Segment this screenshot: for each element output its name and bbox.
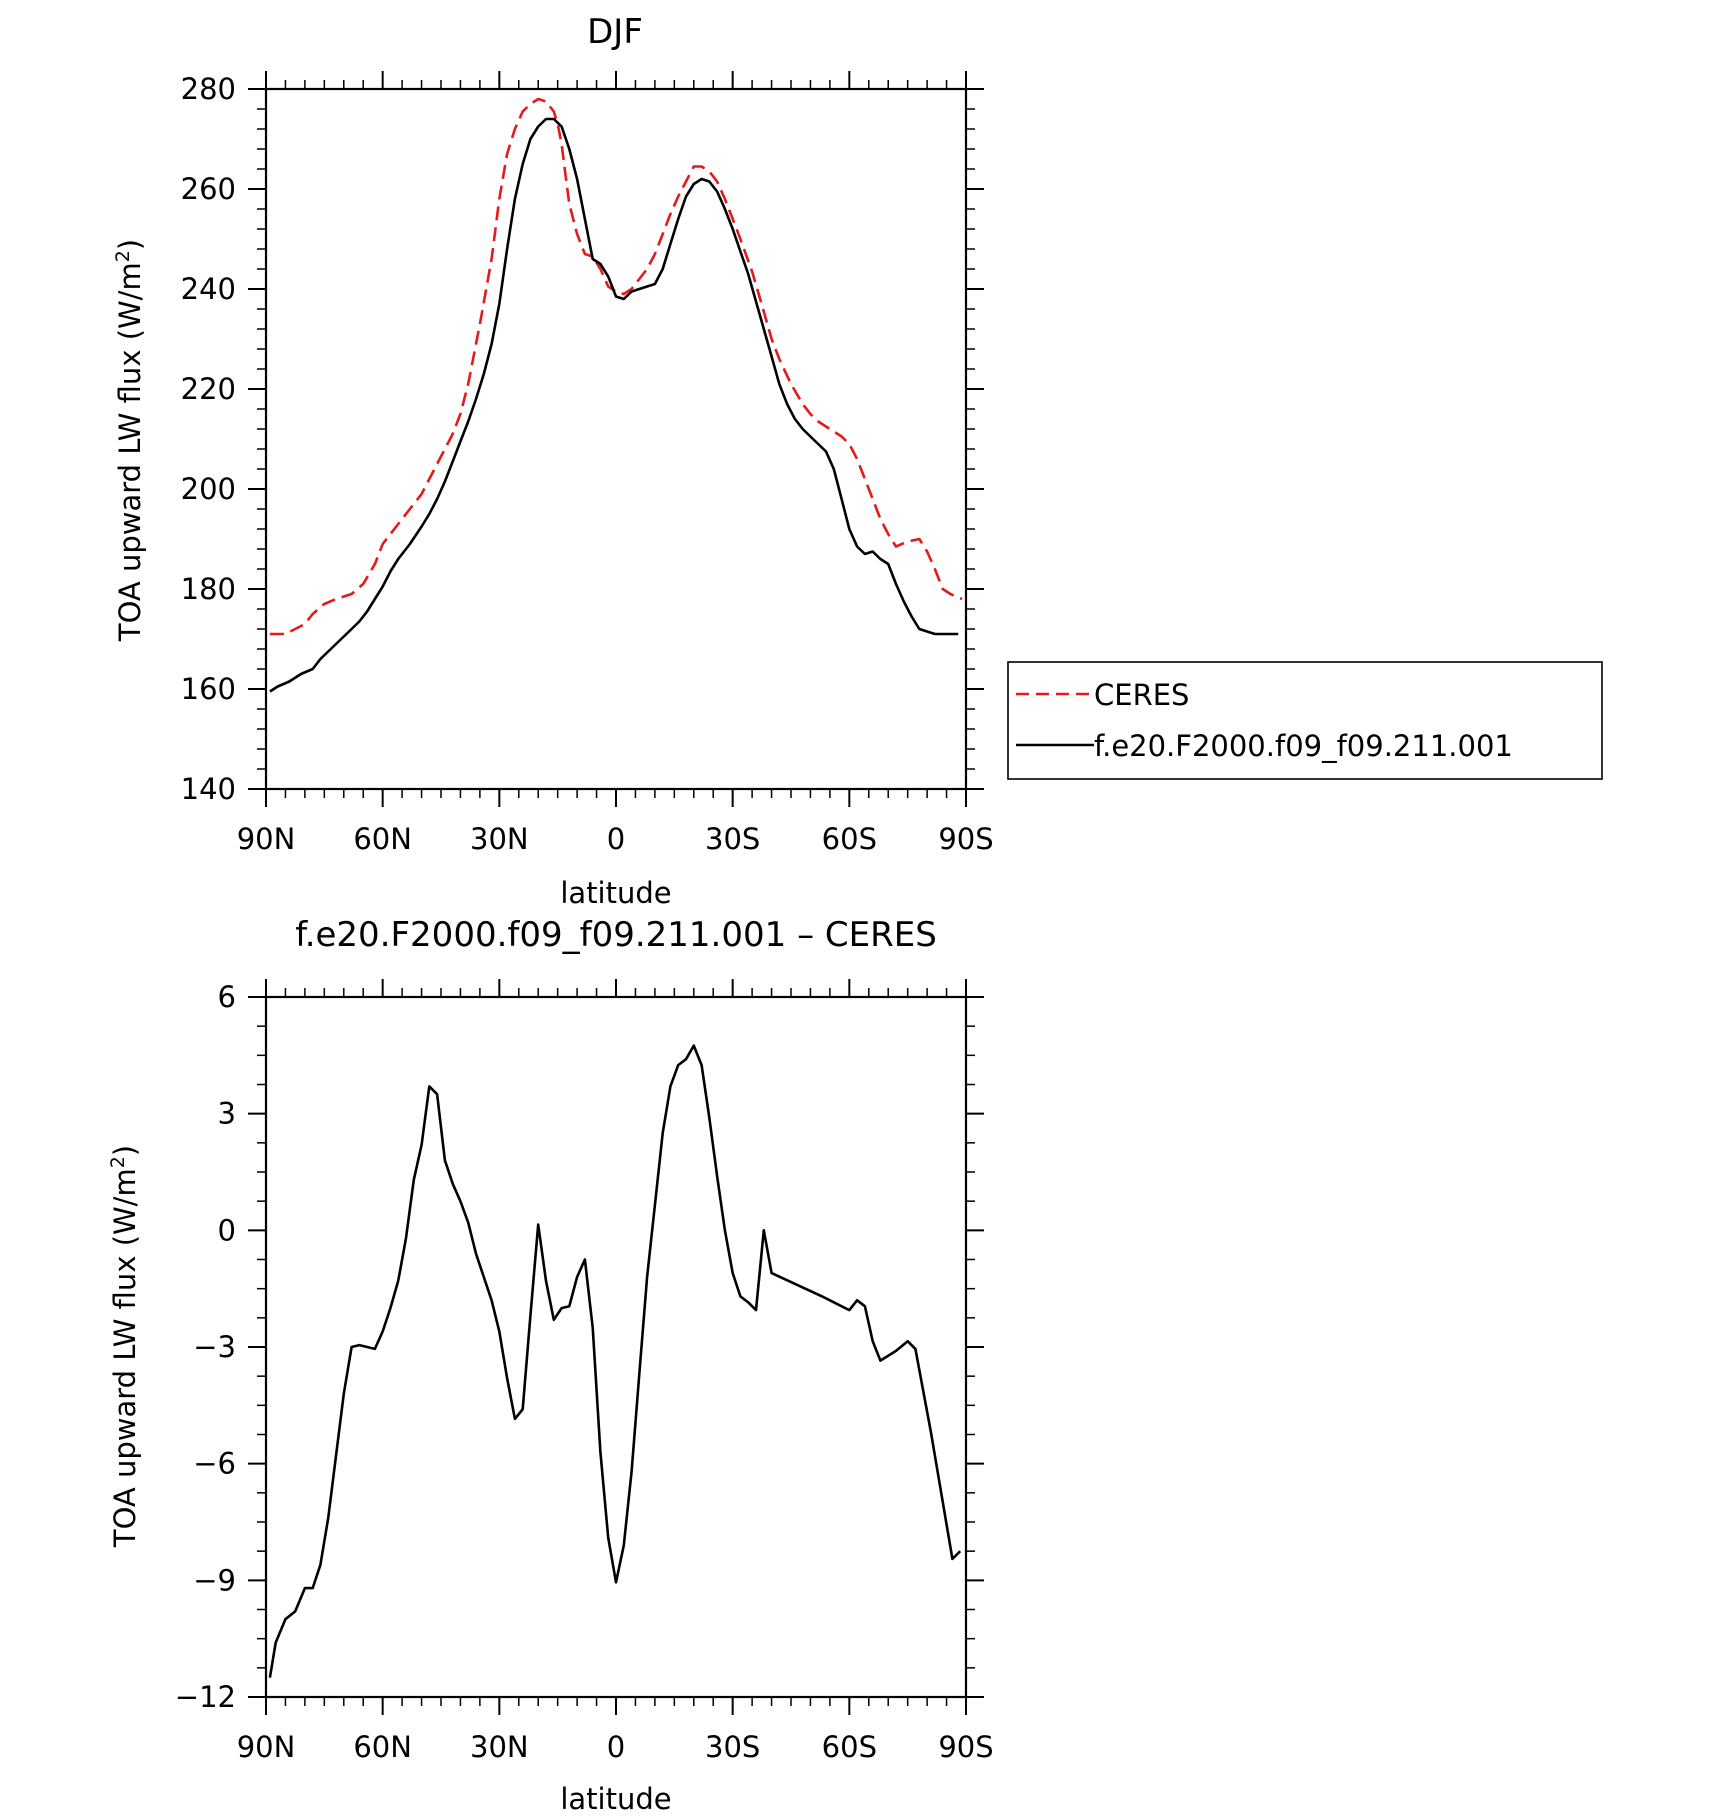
x-tick-label: 60N bbox=[353, 822, 412, 856]
x-tick-label: 30N bbox=[470, 822, 529, 856]
legend: CERES f.e20.F2000.f09_f09.211.001 bbox=[1007, 661, 1603, 780]
legend-label-model: f.e20.F2000.f09_f09.211.001 bbox=[1094, 729, 1513, 763]
y-tick-label: −3 bbox=[193, 1330, 236, 1364]
y-tick-label: 3 bbox=[218, 1097, 236, 1131]
y-tick-label: 280 bbox=[181, 72, 236, 106]
x-tick-label: 0 bbox=[607, 822, 625, 856]
y-axis-label-end: ) bbox=[108, 1145, 142, 1156]
x-tick-label: 90N bbox=[237, 1730, 296, 1764]
y-tick-label: 0 bbox=[218, 1213, 236, 1247]
series-line-model bbox=[268, 1044, 962, 1678]
x-tick-label: 90N bbox=[237, 822, 296, 856]
series-group bbox=[269, 97, 963, 693]
x-tick-label: 90S bbox=[938, 822, 993, 856]
y-axis-label-main: TOA upward LW flux (W/m bbox=[108, 1168, 142, 1548]
x-tick-label: 60N bbox=[353, 1730, 412, 1764]
y-tick-label: 200 bbox=[181, 472, 236, 506]
chart-title: f.e20.F2000.f09_f09.211.001 – CERES bbox=[295, 915, 937, 955]
x-tick-labels: 90N 60N 30N 0 30S 60S 90S bbox=[237, 1730, 994, 1764]
y-tick-labels: −12 −9 −6 −3 0 3 6 bbox=[175, 980, 236, 1714]
x-tick-label: 30S bbox=[705, 822, 760, 856]
x-tick-label: 60S bbox=[822, 822, 877, 856]
panel-djf: DJF 140 160 180 200 220 240 260 280 90N 60N 30N 0 3… bbox=[112, 12, 1603, 910]
x-tick-labels: 90N 60N 30N 0 30S 60S 90S bbox=[237, 822, 994, 856]
y-tick-label: 240 bbox=[181, 272, 236, 306]
y-axis-label-main: TOA upward LW flux (W/m bbox=[113, 262, 147, 642]
series-group bbox=[268, 1044, 962, 1678]
x-tick-label: 0 bbox=[607, 1730, 625, 1764]
x-tick-label: 30S bbox=[705, 1730, 760, 1764]
y-axis-label-sup: 2 bbox=[107, 1156, 129, 1168]
chart-title: DJF bbox=[587, 12, 643, 52]
y-axis-label: TOA upward LW flux (W/m2) bbox=[112, 239, 147, 642]
y-tick-label: −6 bbox=[193, 1447, 236, 1481]
series-line-ceres bbox=[269, 97, 963, 636]
axis-ticks bbox=[248, 71, 984, 807]
plot-frame bbox=[264, 87, 968, 791]
y-tick-label: 220 bbox=[181, 372, 236, 406]
y-axis-label-end: ) bbox=[113, 239, 147, 250]
x-tick-label: 90S bbox=[938, 1730, 993, 1764]
y-tick-label: 6 bbox=[218, 980, 236, 1014]
plot-frame bbox=[264, 995, 968, 1699]
axis-ticks bbox=[248, 979, 984, 1715]
x-axis-label: latitude bbox=[560, 1782, 671, 1816]
x-tick-label: 60S bbox=[822, 1730, 877, 1764]
panel-difference: f.e20.F2000.f09_f09.211.001 – CERES −12−… bbox=[107, 915, 994, 1816]
y-tick-label: 140 bbox=[181, 772, 236, 806]
legend-label-ceres: CERES bbox=[1094, 678, 1189, 712]
y-tick-labels: 140 160 180 200 220 240 260 280 bbox=[181, 72, 236, 806]
y-tick-label: 160 bbox=[181, 672, 236, 706]
x-axis-label: latitude bbox=[560, 876, 671, 910]
y-tick-label: −9 bbox=[193, 1563, 236, 1597]
y-tick-label: −12 bbox=[175, 1680, 236, 1714]
y-axis-label-sup: 2 bbox=[112, 250, 134, 262]
y-tick-label: 180 bbox=[181, 572, 236, 606]
legend-box bbox=[1007, 661, 1603, 780]
y-axis-label: TOA upward LW flux (W/m2) bbox=[107, 1145, 142, 1548]
x-tick-label: 30N bbox=[470, 1730, 529, 1764]
y-tick-label: 260 bbox=[181, 172, 236, 206]
series-line-model bbox=[269, 117, 959, 693]
